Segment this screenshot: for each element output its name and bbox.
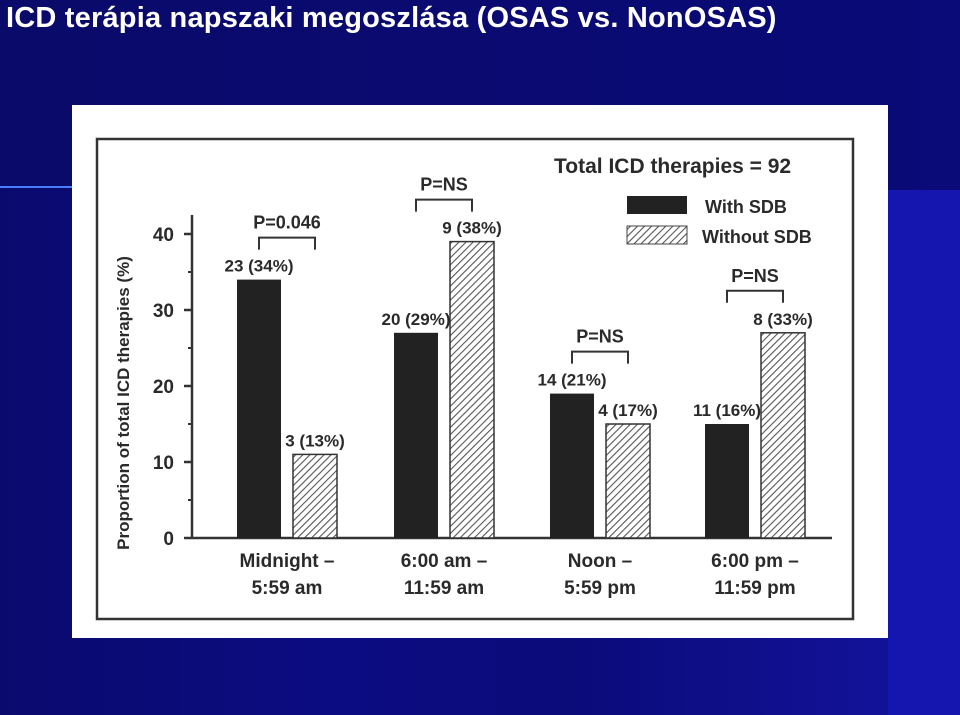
bar-with-sdb [394, 332, 438, 538]
p-value-bracket [415, 198, 473, 212]
data-label-without-sdb: 3 (13%) [285, 431, 345, 450]
x-tick-label: 5:59 pm [564, 578, 636, 599]
x-tick-label: Midnight – [240, 551, 335, 572]
legend-swatch-with-sdb [627, 196, 687, 214]
data-label-without-sdb: 4 (17%) [598, 401, 658, 420]
legend-swatch-without-sdb [626, 225, 688, 245]
y-tick-label: 30 [153, 301, 174, 322]
chart-title: Total ICD therapies = 92 [554, 155, 791, 178]
bar-without-sdb [760, 332, 806, 539]
y-tick-label: 40 [153, 225, 174, 246]
accent-line [0, 186, 72, 188]
y-tick-label: 10 [153, 453, 174, 474]
p-value-label: P=NS [420, 175, 468, 195]
p-value-bracket [726, 289, 784, 303]
data-label-without-sdb: 8 (33%) [753, 310, 813, 329]
data-label-without-sdb: 9 (38%) [442, 219, 502, 238]
x-tick-label: Noon – [568, 551, 632, 572]
p-value-label: P=NS [731, 266, 779, 286]
legend: With SDB Without SDB [626, 196, 812, 247]
y-tick-label: 0 [163, 529, 174, 550]
chart-figure: Proportion of total ICD therapies (%) To… [72, 105, 888, 638]
x-tick-label: 6:00 am – [401, 551, 488, 572]
bar-with-sdb [237, 279, 281, 538]
bar-without-sdb [292, 453, 338, 539]
x-tick-label: 5:59 am [252, 578, 323, 599]
chart-frame [95, 137, 855, 621]
bar-with-sdb [705, 424, 749, 538]
data-label-with-sdb: 20 (29%) [382, 310, 451, 329]
bar-with-sdb [550, 393, 594, 538]
x-tick-label: 11:59 am [404, 578, 484, 599]
p-value-label: P=NS [576, 327, 624, 347]
p-value-bracket [258, 236, 316, 250]
p-value-label: P=0.046 [253, 213, 321, 233]
bar-without-sdb [449, 240, 495, 539]
data-label-with-sdb: 14 (21%) [538, 371, 607, 390]
p-value-bracket [571, 350, 629, 364]
y-tick-label: 20 [153, 377, 174, 398]
accent-panel [888, 190, 960, 715]
bar-chart: Proportion of total ICD therapies (%) To… [95, 137, 855, 621]
x-tick-label: 11:59 pm [714, 578, 795, 599]
data-label-with-sdb: 11 (16%) [693, 401, 761, 420]
y-axis-label: Proportion of total ICD therapies (%) [114, 256, 133, 550]
x-tick-label: 6:00 pm – [711, 551, 799, 572]
slide-title: ICD terápia napszaki megoszlása (OSAS vs… [6, 2, 777, 34]
legend-label-with-sdb: With SDB [705, 197, 787, 217]
legend-label-without-sdb: Without SDB [702, 227, 812, 247]
data-label-with-sdb: 23 (34%) [225, 257, 294, 276]
bar-without-sdb [605, 423, 651, 539]
